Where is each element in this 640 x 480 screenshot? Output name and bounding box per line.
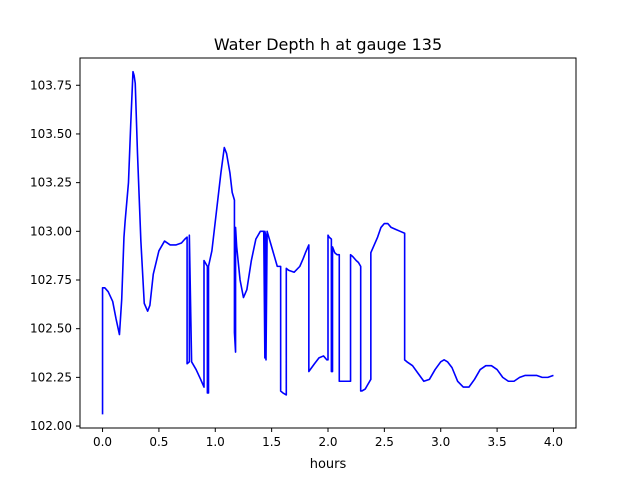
x-tick-label: 2.0 bbox=[318, 435, 337, 449]
x-tick-label: 0.0 bbox=[93, 435, 112, 449]
y-tick-label: 103.25 bbox=[30, 176, 72, 190]
x-tick-label: 0.5 bbox=[149, 435, 168, 449]
x-tick-label: 3.0 bbox=[431, 435, 450, 449]
x-tick-label: 4.0 bbox=[544, 435, 563, 449]
y-tick-label: 103.00 bbox=[30, 224, 72, 238]
y-tick-label: 102.00 bbox=[30, 419, 72, 433]
x-tick-label: 1.0 bbox=[206, 435, 225, 449]
y-tick-label: 103.75 bbox=[30, 78, 72, 92]
y-tick-label: 102.75 bbox=[30, 273, 72, 287]
plot-area: 0.0 0.5 1.0 1.5 2.0 2.5 3.0 3.5 4.0 102.00 102.25 1… bbox=[30, 57, 577, 449]
x-tick-label: 3.5 bbox=[488, 435, 507, 449]
chart-title: Water Depth h at gauge 135 bbox=[214, 35, 442, 54]
y-tick-label: 102.50 bbox=[30, 322, 72, 336]
y-tick-label: 102.25 bbox=[30, 370, 72, 384]
y-tick-label: 103.50 bbox=[30, 127, 72, 141]
x-axis-label: hours bbox=[310, 457, 347, 472]
x-tick-label: 2.5 bbox=[375, 435, 394, 449]
x-tick-label: 1.5 bbox=[262, 435, 281, 449]
series-line-0 bbox=[101, 70, 554, 415]
